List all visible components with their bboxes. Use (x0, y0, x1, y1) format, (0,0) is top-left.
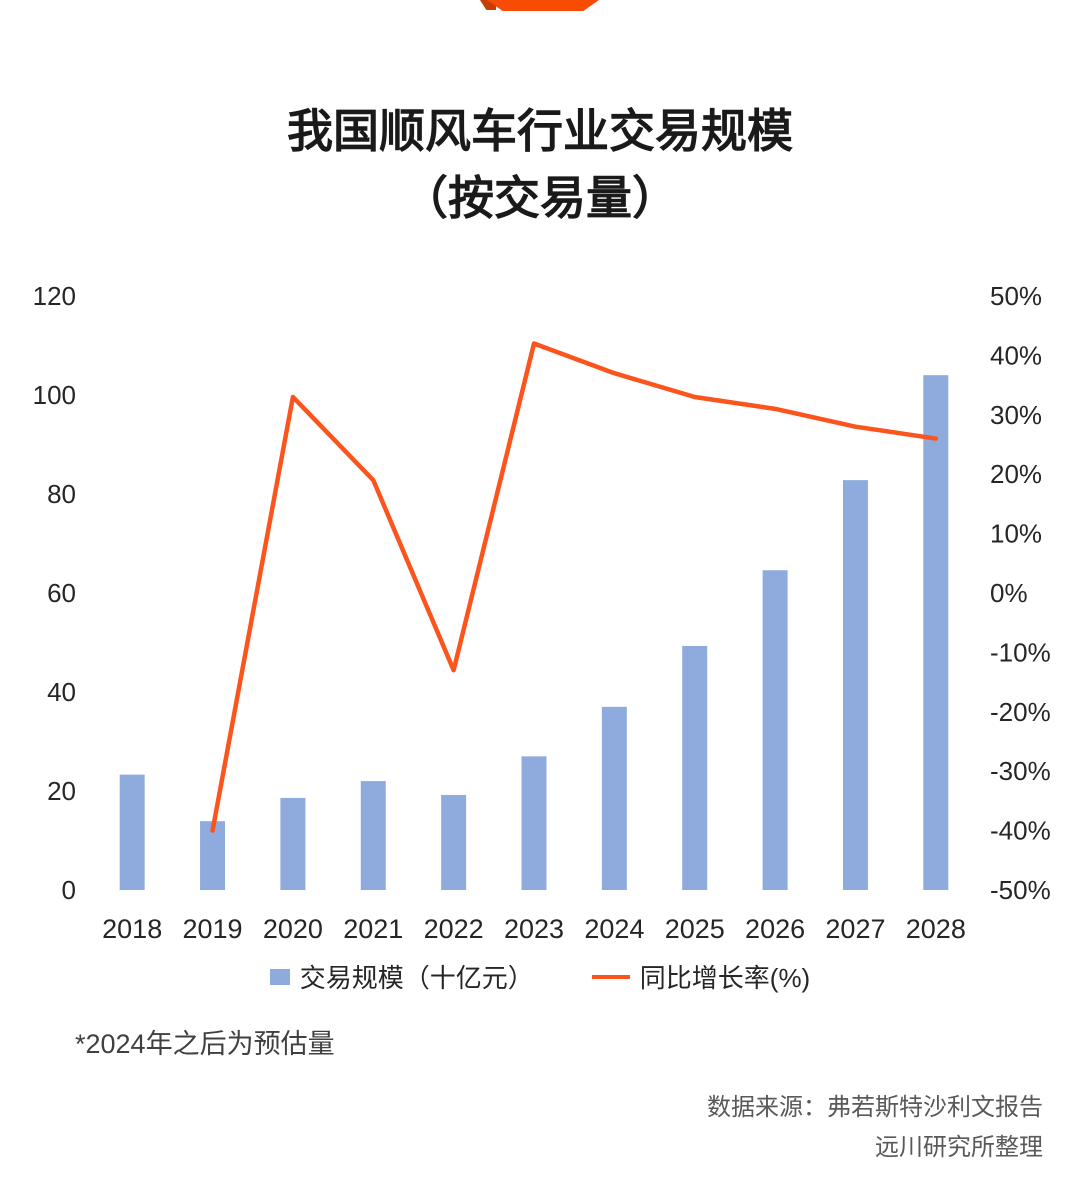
left-axis-tick: 120 (33, 281, 76, 311)
x-axis-label: 2020 (263, 914, 323, 944)
right-axis-tick: 40% (990, 340, 1042, 370)
source-line1: 数据来源：弗若斯特沙利文报告 (707, 1094, 1043, 1121)
legend-item-line: 同比增长率(%) (591, 958, 811, 995)
right-axis-tick: 0% (990, 578, 1028, 608)
bar-2020 (280, 797, 306, 890)
legend-item-bars: 交易规模（十亿元） (269, 958, 534, 995)
source-line2: 远川研究所整理 (875, 1134, 1043, 1161)
x-axis-label: 2022 (424, 914, 484, 944)
chart-legend: 交易规模（十亿元） 同比增长率(%) (0, 958, 1080, 995)
right-axis-tick: 30% (990, 400, 1042, 430)
chart-title-line2: （按交易量） (402, 171, 678, 224)
bar-2026 (762, 570, 788, 890)
right-axis-tick: -30% (990, 756, 1051, 786)
x-axis-label: 2021 (343, 914, 403, 944)
x-axis-label: 2028 (906, 914, 966, 944)
chart-title: 我国顺风车行业交易规模 （按交易量） (0, 98, 1080, 231)
right-axis-tick: -40% (990, 816, 1051, 846)
footnote: *2024年之后为预估量 (75, 1029, 335, 1059)
right-axis-tick: -10% (990, 637, 1051, 667)
top-banner-ribbon (487, 0, 599, 11)
right-axis-tick: 20% (990, 459, 1042, 489)
line-swatch-icon (591, 974, 630, 979)
bar-2024 (601, 706, 627, 890)
bar-swatch-icon (269, 968, 290, 985)
x-axis-label: 2027 (825, 914, 885, 944)
left-axis-tick: 60 (47, 578, 76, 608)
x-axis-label: 2019 (183, 914, 243, 944)
bar-2022 (441, 794, 467, 890)
x-axis-label: 2024 (584, 914, 644, 944)
bar-2028 (923, 375, 949, 890)
left-axis-tick: 80 (47, 479, 76, 509)
banner-ribbon-fold (480, 0, 496, 10)
x-axis-label: 2026 (745, 914, 805, 944)
left-axis-tick: 100 (33, 380, 76, 410)
bar-2018 (119, 774, 145, 890)
bar-2021 (360, 781, 386, 890)
legend-label-line: 同比增长率(%) (639, 963, 811, 993)
bar-2023 (521, 756, 547, 890)
left-axis-tick: 40 (47, 677, 76, 707)
chart-title-line1: 我国顺风车行业交易规模 (287, 105, 793, 157)
left-axis-tick: 20 (47, 776, 76, 806)
right-axis-tick: -50% (990, 875, 1051, 905)
data-source: 数据来源：弗若斯特沙利文报告 远川研究所整理 (707, 1088, 1043, 1168)
legend-label-bars: 交易规模（十亿元） (299, 963, 534, 993)
left-axis-tick: 0 (62, 875, 76, 905)
right-axis-tick: -20% (990, 697, 1051, 727)
right-axis-tick: 10% (990, 519, 1042, 549)
x-axis-label: 2023 (504, 914, 564, 944)
bar-2027 (842, 480, 868, 890)
x-axis-label: 2018 (102, 914, 162, 944)
growth-rate-line (210, 341, 939, 833)
x-axis-label: 2025 (665, 914, 725, 944)
bar-2019 (200, 821, 226, 890)
bar-2025 (682, 645, 708, 890)
right-axis-tick: 50% (990, 281, 1042, 311)
